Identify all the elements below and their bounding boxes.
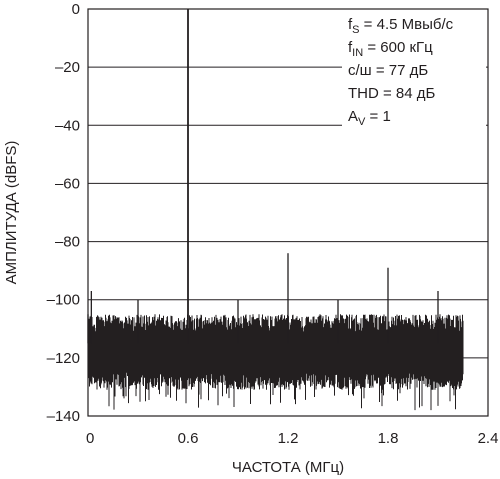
annotation-line-4: AV = 1 [348,108,391,128]
y-tick-label: –40 [55,117,80,134]
y-tick-label: –60 [55,175,80,192]
x-axis-label: ЧАСТОТА (МГц) [232,459,344,476]
y-axis-label: АМПЛИТУДА (dBFS) [3,141,20,285]
y-tick-label: –100 [47,292,80,309]
annotation-line-0: fS = 4.5 Мвыб/с [348,16,454,36]
x-tick-label: 0 [86,430,94,447]
y-tick-label: –120 [47,350,80,367]
annotation-line-3: THD = 84 дБ [348,85,436,102]
y-tick-labels: 0 –20 –40 –60 –80 –100 –120 –140 [47,1,80,425]
plot-frame [87,8,489,417]
y-tick-label: –20 [55,59,80,76]
x-tick-label: 2.4 [478,430,499,447]
y-tick-label: –140 [47,408,80,425]
annotation-line-2: с/ш = 77 дБ [348,62,428,79]
x-tick-label: 1.8 [378,430,399,447]
y-tick-label: 0 [72,1,80,18]
x-tick-label: 0.6 [178,430,199,447]
x-tick-label: 1.2 [278,430,299,447]
annotations: fS = 4.5 Мвыб/с fIN = 600 кГц с/ш = 77 дБ T… [348,16,454,128]
annotation-line-1: fIN = 600 кГц [348,39,433,59]
annotation-box [342,10,486,131]
y-tick-label: –80 [55,234,80,251]
x-tick-labels: 0 0.6 1.2 1.8 2.4 [86,430,498,447]
